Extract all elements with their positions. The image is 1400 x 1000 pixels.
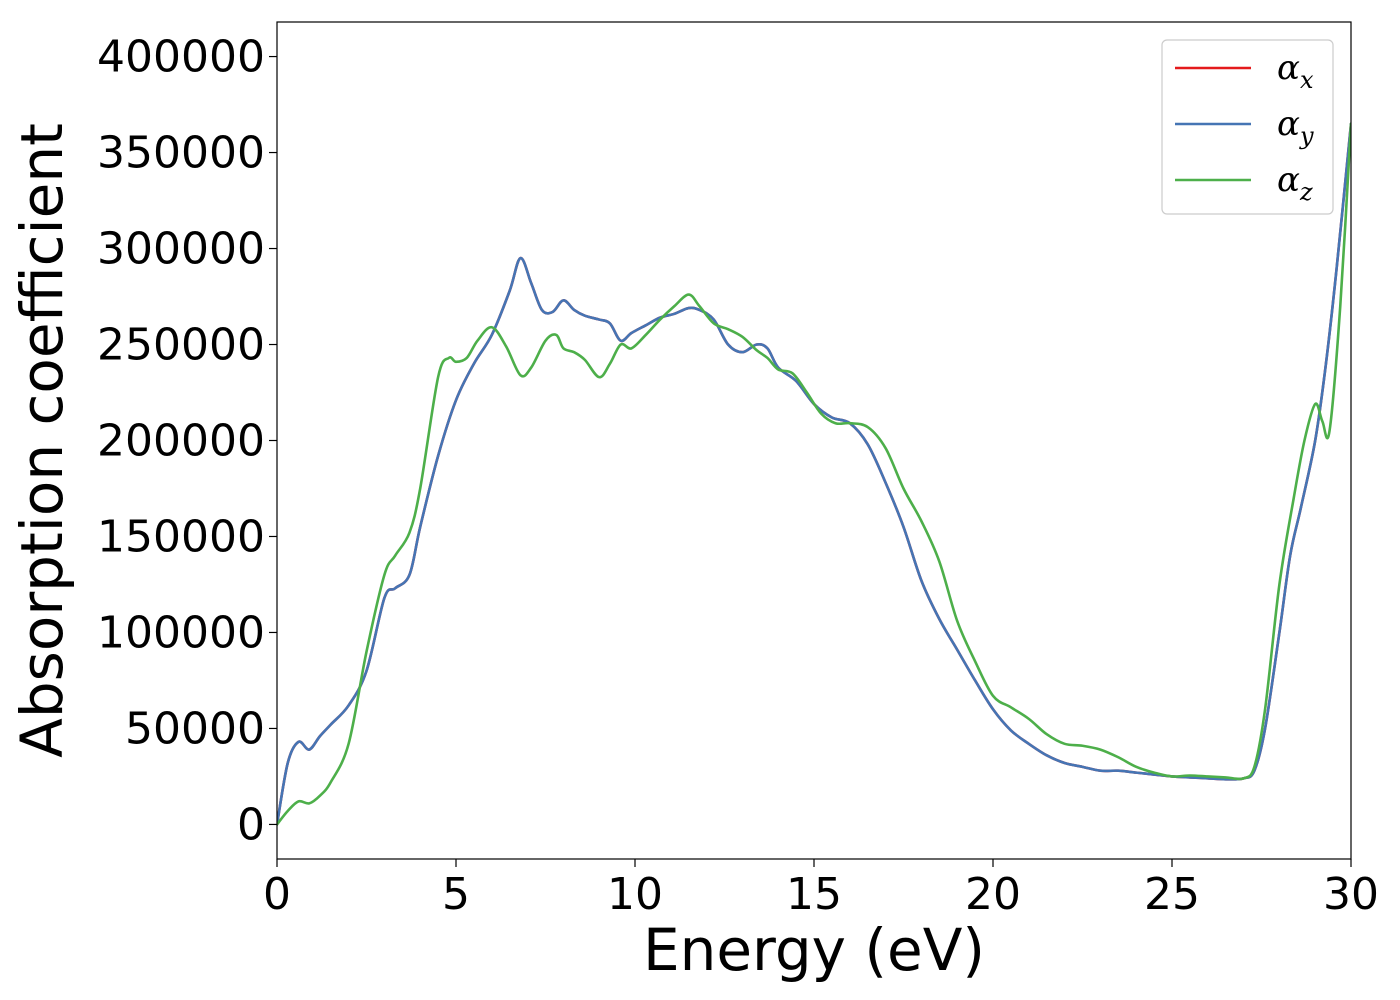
series-line-y bbox=[277, 122, 1351, 826]
y-tick-label: 300000 bbox=[97, 224, 265, 275]
y-tick-label: 150000 bbox=[97, 511, 265, 562]
plot-lines bbox=[277, 122, 1351, 826]
y-tick-label: 200000 bbox=[97, 416, 265, 467]
x-tick-label: 15 bbox=[786, 869, 842, 920]
x-tick-label: 20 bbox=[965, 869, 1021, 920]
y-axis-ticks: 0 50000 100000 150000 200000 250000 300000 3500… bbox=[97, 32, 277, 850]
y-tick-label: 350000 bbox=[97, 128, 265, 179]
x-tick-label: 25 bbox=[1144, 869, 1200, 920]
y-tick-label: 400000 bbox=[97, 32, 265, 83]
x-axis-ticks: 0 5 10 15 20 25 30 bbox=[263, 859, 1379, 920]
x-tick-label: 5 bbox=[442, 869, 470, 920]
x-axis-label: Energy (eV) bbox=[643, 916, 985, 984]
y-axis-label: Absorption coefficient bbox=[8, 123, 76, 758]
x-tick-label: 10 bbox=[607, 869, 663, 920]
series-line-x bbox=[277, 122, 1351, 826]
x-tick-label: 0 bbox=[263, 869, 291, 920]
x-tick-label: 30 bbox=[1323, 869, 1379, 920]
y-tick-label: 0 bbox=[237, 799, 265, 850]
y-tick-label: 50000 bbox=[125, 703, 265, 754]
series-line-z bbox=[277, 122, 1351, 826]
y-tick-label: 100000 bbox=[97, 607, 265, 658]
y-tick-label: 250000 bbox=[97, 320, 265, 371]
legend-box bbox=[1161, 39, 1334, 215]
